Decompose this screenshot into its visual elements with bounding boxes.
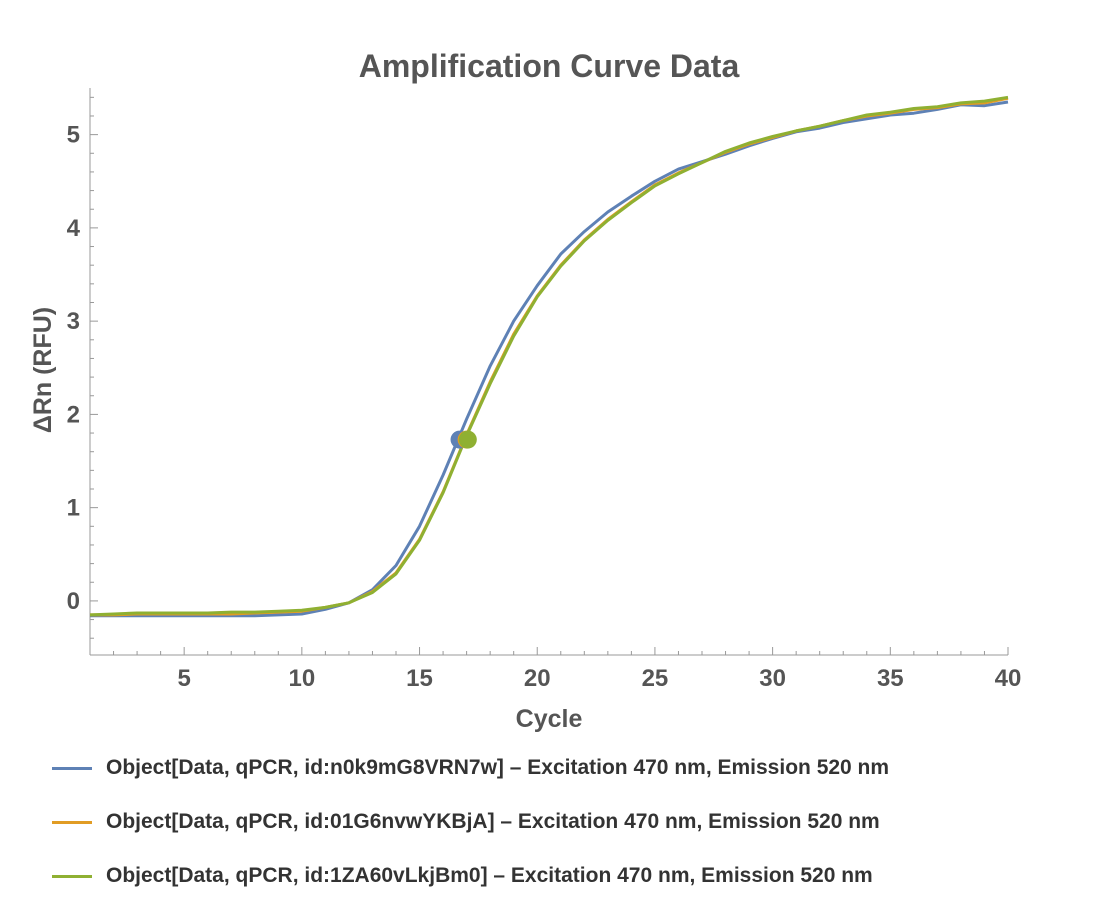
x-tick-label: 20	[524, 665, 551, 692]
legend-swatch	[52, 766, 92, 770]
legend-item[interactable]: Object[Data, qPCR, id:01G6nvwYKBjA] – Ex…	[52, 802, 1092, 842]
x-tick-label: 35	[877, 665, 904, 692]
series-line-1	[90, 100, 1009, 618]
legend-label: Object[Data, qPCR, id:n0k9mG8VRN7w] – Ex…	[106, 756, 890, 779]
legend-label: Object[Data, qPCR, id:01G6nvwYKBjA] – Ex…	[106, 810, 880, 833]
legend-item[interactable]: Object[Data, qPCR, id:n0k9mG8VRN7w] – Ex…	[52, 748, 1092, 788]
series-layer	[89, 95, 1009, 618]
y-axis-ticks: 0 1 2 3 4 5	[67, 96, 98, 639]
threshold-point-3	[458, 430, 477, 449]
threshold-points	[450, 430, 477, 449]
y-tick-label: 5	[67, 122, 80, 149]
x-tick-label: 25	[642, 665, 669, 692]
legend-item[interactable]: Object[Data, qPCR, id:1ZA60vLkjBm0] – Ex…	[52, 856, 1092, 896]
x-tick-label: 40	[995, 665, 1022, 692]
legend-swatch	[52, 874, 92, 878]
x-axis-label: Cycle	[516, 705, 583, 733]
series-line-2	[90, 96, 1009, 617]
x-tick-label: 30	[759, 665, 786, 692]
y-tick-label: 1	[67, 495, 80, 522]
y-axis-label: ΔRn (RFU)	[29, 307, 57, 433]
y-tick-label: 4	[67, 215, 81, 242]
chart-title: Amplification Curve Data	[359, 48, 740, 84]
axes	[89, 88, 1008, 656]
y-tick-label: 3	[67, 308, 80, 335]
legend-label: Object[Data, qPCR, id:1ZA60vLkjBm0] – Ex…	[106, 864, 873, 887]
x-tick-label: 10	[288, 665, 315, 692]
x-axis-ticks: 5 10 15 20 25 30 35 40	[89, 647, 1022, 692]
series-line-3	[89, 95, 1009, 617]
x-tick-label: 15	[406, 665, 433, 692]
y-tick-label: 0	[67, 588, 80, 615]
y-tick-label: 2	[67, 401, 80, 428]
amplification-chart: Amplification Curve Data 5 10 15 20 25 30 35 40…	[29, 48, 1022, 733]
x-tick-label: 5	[177, 665, 190, 692]
legend-swatch	[52, 820, 92, 824]
